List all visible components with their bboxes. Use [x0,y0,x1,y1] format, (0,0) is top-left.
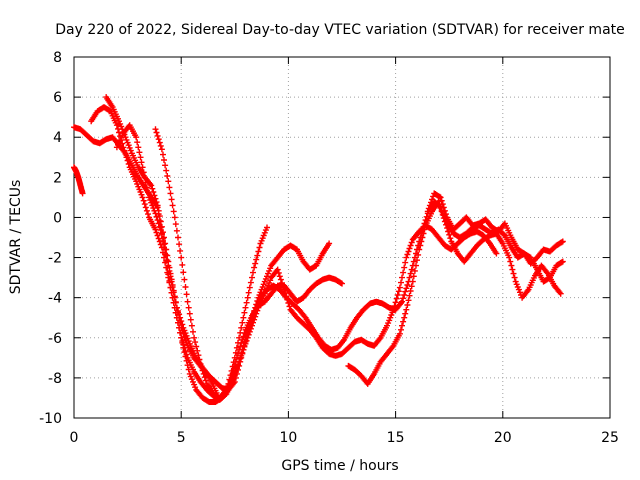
x-tick-label: 0 [70,430,79,446]
chart-title: Day 220 of 2022, Sidereal Day-to-day VTE… [55,22,625,38]
y-tick-label: 4 [53,130,62,146]
y-tick-label: -4 [48,291,62,307]
series-track-g [345,198,564,387]
y-tick-label: -10 [39,411,62,427]
y-tick-label: -2 [48,251,62,267]
plus-markers [113,122,345,403]
plus-markers [103,94,566,393]
x-tick-label: 25 [601,430,619,446]
x-tick-label: 10 [279,430,297,446]
y-tick-label: -6 [48,331,62,347]
y-tick-label: 6 [53,90,62,106]
plot-frame [73,56,611,419]
plus-markers [152,126,333,401]
series-track-a [71,164,86,197]
y-tick-label: -8 [48,371,62,387]
x-axis-label: GPS time / hours [281,458,398,474]
y-axis-label: SDTVAR / TECUs [8,180,24,295]
plus-markers [88,104,500,401]
y-tick-label: 8 [53,50,62,66]
y-tick-label: 0 [53,210,62,226]
x-tick-label: 20 [494,430,512,446]
y-tick-label: 2 [53,170,62,186]
series-track-d [103,94,566,393]
x-tick-label: 15 [387,430,405,446]
plus-markers [71,164,86,197]
series-track-h [424,190,566,267]
x-tick-label: 5 [177,430,186,446]
axis-ticks: 0 5 10 15 20 25 -10 -8 -6 -4 -2 0 2 4 6 8 [39,50,619,446]
plus-markers [345,198,564,387]
series-track-e [113,122,345,403]
plus-markers [424,190,566,267]
series-track-f [152,126,333,401]
data-points [71,94,566,405]
series-track-c [88,104,500,401]
grid-lines [74,57,610,418]
